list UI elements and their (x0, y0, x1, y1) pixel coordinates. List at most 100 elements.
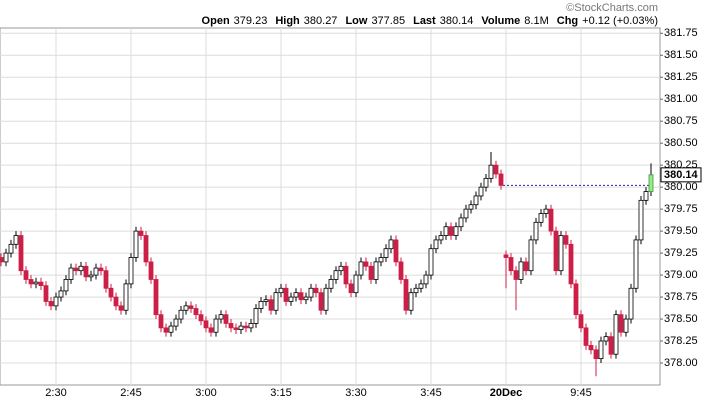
header-label: Volume (481, 15, 520, 27)
candle-body (473, 195, 479, 206)
candle-body (158, 314, 164, 329)
candle-body (598, 340, 604, 360)
candle-body (568, 243, 574, 285)
candle-body (248, 323, 254, 329)
candle-body (73, 267, 79, 272)
header-value: 377.85 (371, 15, 405, 27)
candle-body (13, 235, 19, 245)
candle-body (498, 173, 504, 186)
candle-body (98, 267, 104, 272)
header-value: 8.1M (524, 15, 548, 27)
candle-body (383, 248, 389, 258)
candle-body (193, 308, 199, 316)
candle-body (483, 177, 489, 188)
candle-body (133, 230, 139, 258)
candle-body (558, 235, 564, 272)
candle-body (373, 261, 379, 280)
y-tick-label: 379.50 (664, 225, 698, 237)
y-tick-label: 379.75 (664, 203, 698, 215)
x-tick-label: 9:45 (570, 387, 591, 399)
header-label: Open (202, 15, 230, 27)
candle-body (53, 296, 59, 307)
candle-body (388, 239, 394, 250)
candle-body (403, 279, 409, 311)
plot-frame (0, 27, 661, 386)
candle-body (238, 325, 244, 331)
candle-body (108, 287, 114, 298)
y-tick-label: 379.25 (664, 247, 698, 259)
candle-body (33, 281, 39, 285)
candle-body (323, 287, 329, 311)
y-tick-label: 380.75 (664, 115, 698, 127)
candle-body (638, 199, 644, 241)
candle-body (453, 226, 459, 236)
candle-body (153, 279, 159, 316)
candle-body (288, 296, 294, 302)
candle-body (118, 305, 124, 311)
candle-body (308, 287, 314, 298)
candle-body (163, 327, 169, 333)
candle-body (58, 290, 64, 298)
candle-body (438, 235, 444, 241)
candle-body (293, 292, 299, 298)
candle-body (478, 186, 484, 197)
candle-body (358, 261, 364, 276)
candle-body (633, 239, 639, 289)
x-tick-label: 2:45 (120, 387, 141, 399)
candle-body (578, 314, 584, 329)
y-tick-label: 381.50 (664, 49, 698, 61)
candle-body (213, 318, 219, 333)
candle-body (543, 208, 549, 214)
candle-body (138, 230, 144, 236)
candle-body (418, 283, 424, 289)
candle-body (448, 226, 454, 236)
candle-body (463, 208, 469, 219)
header-value: +0.12 (+0.03%) (582, 15, 658, 27)
candle-body (413, 287, 419, 294)
candle-body (113, 296, 119, 307)
candle-body (148, 261, 154, 280)
y-tick-label: 381.25 (664, 71, 698, 83)
candle-body (233, 327, 239, 331)
x-tick-label: 2:30 (45, 387, 66, 399)
candle-body (318, 292, 324, 311)
candle-body (523, 261, 529, 272)
header-value: 380.14 (440, 15, 474, 27)
candle-body (68, 267, 74, 280)
candle-body (648, 174, 654, 192)
candle-body (613, 314, 619, 355)
candle-body (268, 299, 274, 311)
candle-body (623, 318, 629, 333)
candle-body (533, 221, 539, 241)
candle-body (298, 292, 304, 301)
y-tick-label: 381.75 (664, 27, 698, 39)
candle-body (143, 235, 149, 263)
candle-body (103, 270, 109, 289)
header-label: Last (413, 15, 436, 27)
candle-body (93, 267, 99, 276)
candle-body (173, 318, 179, 327)
candle-body (368, 265, 374, 280)
candle-body (528, 239, 534, 272)
last-price-box (660, 167, 702, 183)
candle-body (553, 230, 559, 272)
candle-body (628, 287, 634, 320)
x-tick-label: 3:15 (270, 387, 291, 399)
quote-header: Open 379.23 High 380.27 Low 377.85 Last 380.14 V… (202, 15, 658, 27)
header-label: Low (345, 15, 367, 27)
candle-body (198, 314, 204, 322)
candle-body (183, 305, 189, 311)
header-value: 380.27 (304, 15, 338, 27)
candle-body (28, 279, 34, 285)
candle-body (643, 191, 649, 201)
candle-body (18, 235, 24, 272)
y-tick-label: 378.50 (664, 313, 698, 325)
y-tick-label: 380.00 (664, 181, 698, 193)
header-value: 379.23 (234, 15, 268, 27)
y-tick-label: 378.00 (664, 357, 698, 369)
candle-body (563, 235, 569, 245)
candle-body (168, 325, 174, 333)
watermark: ©StockCharts.com (566, 2, 658, 14)
candle-body (38, 281, 44, 287)
candle-body (548, 208, 554, 232)
